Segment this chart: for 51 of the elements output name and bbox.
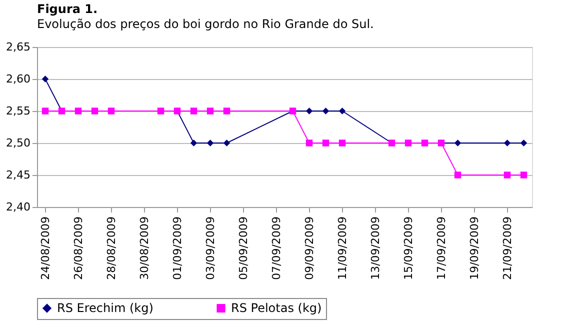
- x-tick-label: 19/09/2009: [468, 216, 481, 280]
- point: [91, 108, 98, 114]
- y-tick-label: 2,55: [6, 104, 30, 118]
- y-tick-label: 2,40: [6, 200, 30, 214]
- point: [520, 140, 528, 146]
- x-tick-label: 17/09/2009: [434, 216, 448, 280]
- point: [157, 108, 164, 114]
- point: [504, 172, 511, 178]
- x-tick-label: 15/09/2009: [402, 216, 415, 280]
- point: [223, 140, 230, 146]
- x-tick-label: 11/09/2009: [336, 216, 349, 280]
- x-tick-label: 05/09/2009: [236, 216, 250, 280]
- point: [306, 140, 313, 146]
- point: [338, 140, 346, 146]
- x-tick-label: 03/09/2009: [204, 216, 217, 280]
- x-tick-label: 26/08/2009: [72, 216, 85, 280]
- point: [454, 140, 462, 146]
- point: [421, 140, 428, 146]
- y-tick-label: 2,60: [6, 72, 30, 86]
- x-tick-label: 28/08/2009: [104, 216, 118, 280]
- chart-subtitle: Evolução dos preços do boi gordo no Rio Grande do Sul.: [37, 17, 374, 31]
- point: [322, 140, 330, 146]
- point: [42, 76, 49, 82]
- legend-label: RS Pelotas (kg): [231, 301, 322, 316]
- x-tick-label: 21/09/2009: [500, 216, 514, 280]
- point: [74, 108, 82, 114]
- point: [504, 140, 511, 146]
- point: [190, 140, 198, 146]
- x-tick-label: 24/08/2009: [38, 216, 52, 280]
- x-tick-label: 13/09/2009: [368, 216, 382, 280]
- point: [42, 108, 49, 114]
- point: [338, 108, 346, 114]
- legend-label: RS Erechim (kg): [57, 301, 154, 316]
- point: [206, 140, 214, 146]
- point: [404, 140, 412, 146]
- point: [223, 108, 230, 114]
- point: [454, 172, 462, 178]
- chart-title: Figura 1.: [37, 2, 98, 16]
- y-tick-label: 2,45: [6, 168, 30, 182]
- x-tick-label: 30/08/2009: [138, 216, 151, 280]
- x-tick-label: 09/09/2009: [302, 216, 316, 280]
- point: [206, 108, 214, 114]
- y-tick-label: 2,65: [6, 40, 30, 54]
- point: [322, 108, 330, 114]
- x-tick-label: 01/09/2009: [170, 216, 184, 280]
- point: [108, 108, 115, 114]
- y-tick-label: 2,50: [6, 136, 30, 150]
- point: [306, 108, 313, 114]
- point: [190, 108, 198, 114]
- point: [520, 172, 528, 178]
- x-tick-label: 07/09/2009: [270, 216, 283, 280]
